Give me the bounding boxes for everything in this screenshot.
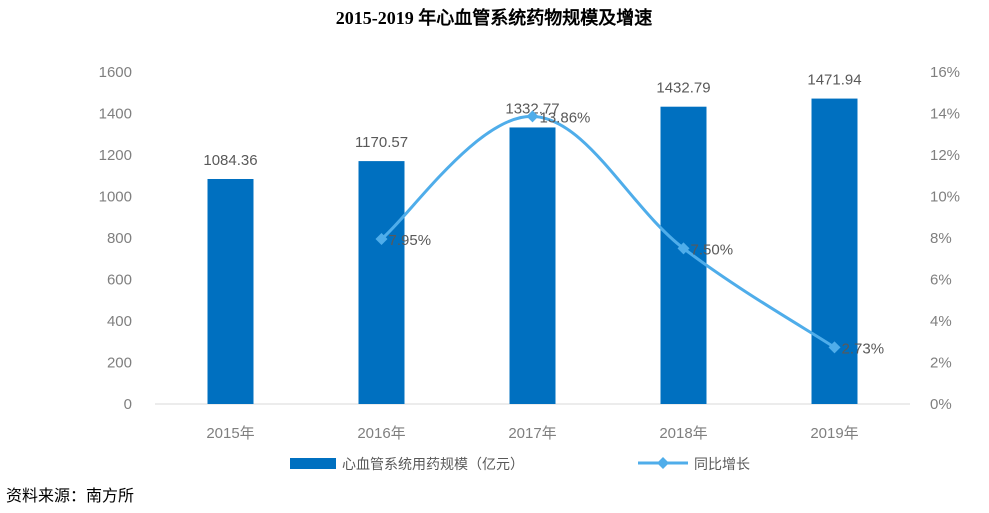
bar-series: [207, 98, 858, 404]
x-tick-label: 2018年: [659, 425, 707, 442]
bar: [509, 127, 556, 404]
legend-bar-swatch: [290, 458, 336, 469]
right-tick-label: 0%: [930, 396, 952, 413]
line-data-label: 7.95%: [389, 232, 432, 249]
bar: [811, 98, 858, 404]
left-tick-label: 600: [107, 272, 132, 289]
line-data-labels: 7.95% 13.86% 7.50% 2.73%: [389, 109, 885, 357]
line-point: [526, 110, 539, 123]
x-tick-label: 2015年: [206, 425, 254, 442]
right-tick-label: 2%: [930, 355, 952, 372]
left-tick-label: 1200: [99, 147, 132, 164]
line-point: [828, 341, 841, 354]
left-tick-label: 1600: [99, 64, 132, 81]
right-tick-label: 4%: [930, 313, 952, 330]
legend-line-marker: [657, 457, 669, 469]
line-point: [677, 242, 690, 255]
bar-data-label: 1170.57: [355, 134, 408, 151]
chart-title: 2015-2019 年心血管系统药物规模及增速: [336, 7, 653, 28]
line-data-label: 13.86%: [540, 109, 591, 126]
bar-data-label: 1471.94: [807, 72, 861, 89]
left-tick-label: 200: [107, 355, 132, 372]
legend-line-label: 同比增长: [694, 457, 750, 473]
right-axis: 0% 2% 4% 6% 8% 10% 12% 14% 16%: [930, 64, 960, 413]
bar: [358, 161, 405, 404]
line-data-label: 7.50%: [691, 241, 734, 258]
x-axis: 2015年 2016年 2017年 2018年 2019年: [206, 425, 858, 442]
x-tick-label: 2016年: [357, 425, 405, 442]
bar: [660, 106, 707, 404]
bar-data-label: 1084.36: [203, 152, 257, 169]
right-tick-label: 16%: [930, 64, 960, 81]
left-tick-label: 1400: [99, 106, 132, 123]
bar: [207, 178, 254, 404]
left-tick-label: 0: [124, 396, 132, 413]
legend-bar-label: 心血管系统用药规模（亿元）: [342, 457, 524, 473]
x-tick-label: 2019年: [810, 425, 858, 442]
growth-line: [380, 114, 836, 349]
x-tick-label: 2017年: [508, 425, 556, 442]
right-tick-label: 6%: [930, 272, 952, 289]
left-tick-label: 1000: [99, 189, 132, 206]
right-tick-label: 10%: [930, 189, 960, 206]
bar-data-label: 1432.79: [656, 80, 710, 97]
left-tick-label: 400: [107, 313, 132, 330]
right-tick-label: 12%: [930, 147, 960, 164]
left-tick-label: 800: [107, 230, 132, 247]
right-tick-label: 8%: [930, 230, 952, 247]
legend: 心血管系统用药规模（亿元） 同比增长: [290, 457, 750, 473]
line-data-label: 2.73%: [842, 340, 885, 357]
source-note: 资料来源：南方所: [6, 486, 134, 505]
left-axis: 0 200 400 600 800 1000 1200 1400 1600: [99, 64, 132, 413]
bar-data-label: 1332.77: [505, 100, 559, 117]
bar-data-labels: 1084.36 1170.57 1332.77 1432.79 1471.94: [203, 72, 861, 169]
line-series: [375, 110, 841, 354]
line-point: [375, 233, 388, 246]
right-tick-label: 14%: [930, 106, 960, 123]
